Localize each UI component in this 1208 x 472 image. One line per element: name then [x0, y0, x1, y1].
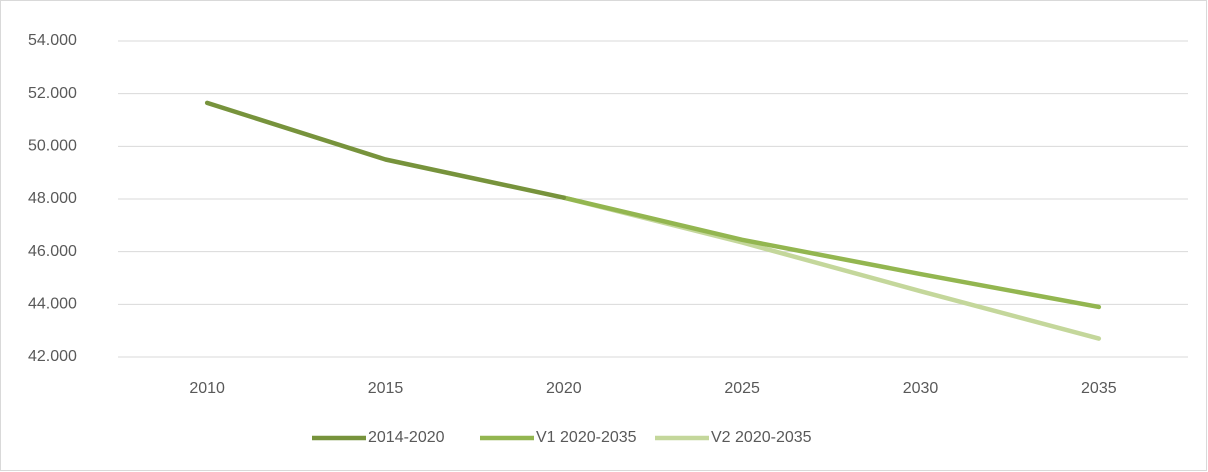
y-tick-label: 44.000 — [28, 296, 77, 313]
legend-label: V1 2020-2035 — [536, 429, 637, 446]
x-tick-label: 2015 — [368, 380, 404, 397]
x-tick-label: 2030 — [903, 380, 939, 397]
y-tick-label: 52.000 — [28, 85, 77, 102]
x-tick-label: 2020 — [546, 380, 582, 397]
x-tick-label: 2010 — [189, 380, 225, 397]
x-tick-label: 2025 — [724, 380, 760, 397]
series-line — [561, 195, 1102, 310]
series-line — [204, 100, 567, 200]
legend-label: 2014-2020 — [368, 429, 445, 446]
y-tick-label: 50.000 — [28, 138, 77, 155]
legend-label: V2 2020-2035 — [711, 429, 812, 446]
y-tick-label: 54.000 — [28, 32, 77, 49]
y-tick-label: 46.000 — [28, 243, 77, 260]
y-tick-label: 42.000 — [28, 348, 77, 365]
x-tick-label: 2035 — [1081, 380, 1117, 397]
y-tick-label: 48.000 — [28, 190, 77, 207]
